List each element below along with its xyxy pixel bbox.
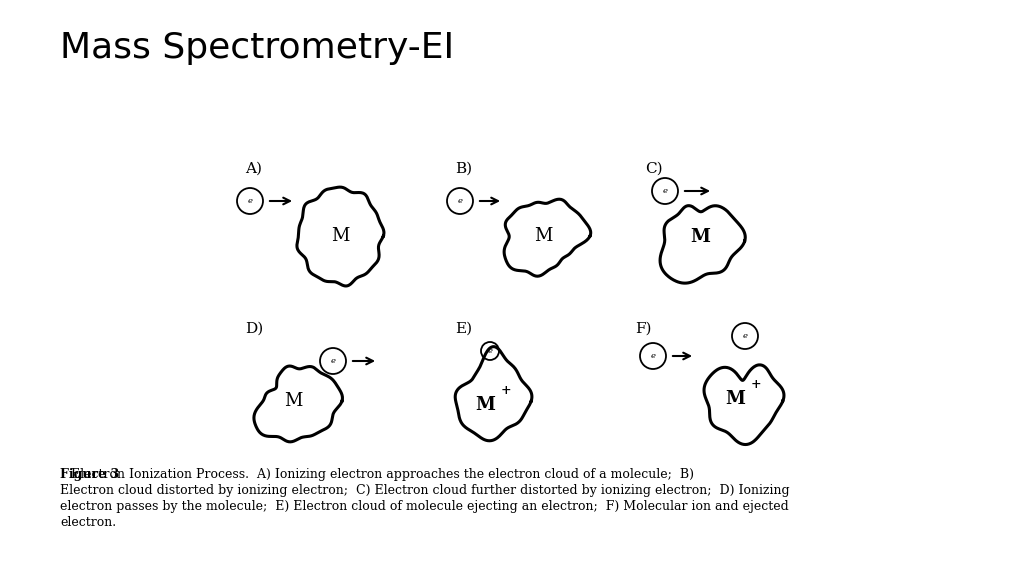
Text: Electron Ionization Process.  A) Ionizing electron approaches the electron cloud: Electron Ionization Process. A) Ionizing… <box>63 468 694 481</box>
Text: M: M <box>331 227 349 245</box>
Text: +: + <box>501 384 512 397</box>
Text: Figure 3: Figure 3 <box>60 468 119 481</box>
Text: e: e <box>742 332 748 340</box>
Text: M: M <box>284 392 302 410</box>
Text: e: e <box>663 187 668 195</box>
Text: e: e <box>458 197 463 205</box>
Polygon shape <box>254 366 342 442</box>
Text: electron passes by the molecule;  E) Electron cloud of molecule ejecting an elec: electron passes by the molecule; E) Elec… <box>60 500 788 513</box>
Polygon shape <box>504 199 591 276</box>
Polygon shape <box>297 187 384 286</box>
Text: Electron cloud distorted by ionizing electron;  C) Electron cloud further distor: Electron cloud distorted by ionizing ele… <box>60 484 790 497</box>
Text: M: M <box>690 228 710 246</box>
Text: M: M <box>725 390 745 408</box>
Text: A): A) <box>245 162 262 176</box>
Text: electron.: electron. <box>60 516 116 529</box>
Text: C): C) <box>645 162 663 176</box>
Text: +: + <box>751 378 762 391</box>
Text: e: e <box>248 197 253 205</box>
Text: B): B) <box>455 162 472 176</box>
Polygon shape <box>705 365 784 445</box>
Text: e: e <box>650 352 655 360</box>
Text: F): F) <box>635 322 651 336</box>
Polygon shape <box>660 206 745 283</box>
Polygon shape <box>456 347 531 441</box>
Text: e: e <box>487 347 493 355</box>
Text: E): E) <box>455 322 472 336</box>
Text: M: M <box>475 396 495 414</box>
Text: D): D) <box>245 322 263 336</box>
Text: M: M <box>534 227 552 245</box>
Text: Mass Spectrometry-EI: Mass Spectrometry-EI <box>60 31 454 65</box>
Text: e: e <box>331 357 336 365</box>
